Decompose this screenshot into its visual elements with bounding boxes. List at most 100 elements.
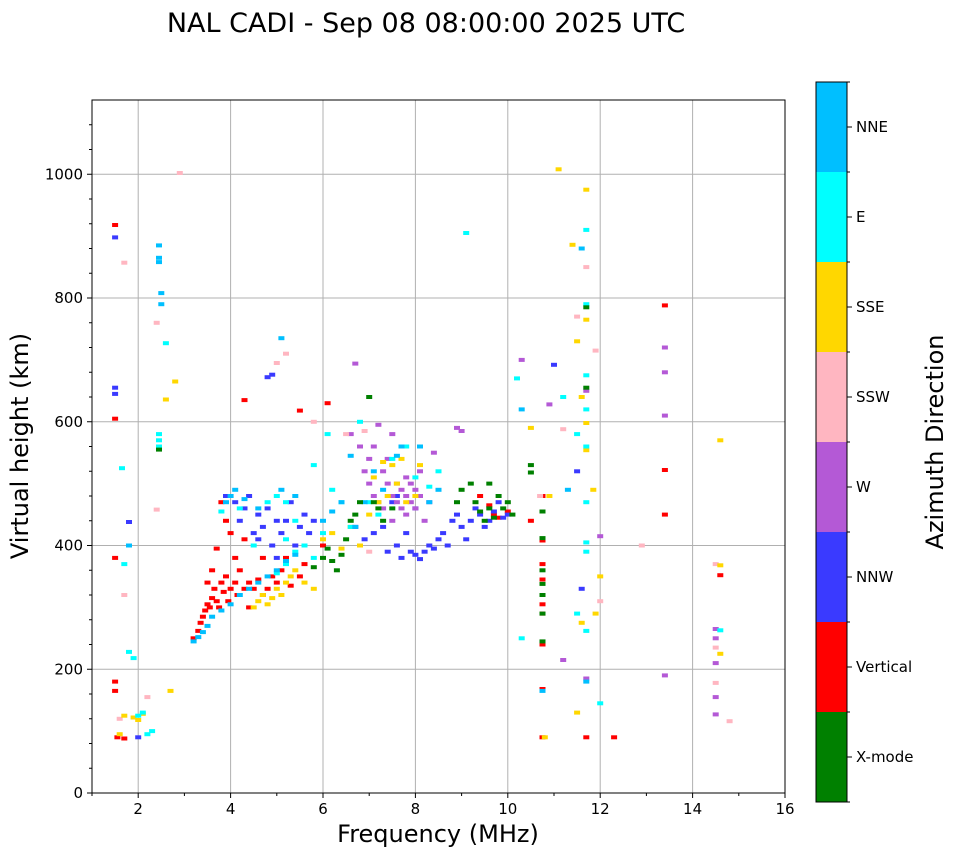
data-point xyxy=(712,627,719,631)
data-point xyxy=(343,537,350,542)
data-point xyxy=(232,555,239,560)
data-point xyxy=(583,385,590,390)
data-point xyxy=(486,503,493,508)
data-point xyxy=(583,421,590,425)
data-point xyxy=(638,543,645,548)
colorbar-tick-label: SSE xyxy=(856,298,885,316)
data-point xyxy=(539,581,546,586)
data-point xyxy=(380,487,387,492)
data-point xyxy=(583,448,590,453)
data-point xyxy=(393,481,400,486)
data-point xyxy=(661,303,668,308)
data-point xyxy=(726,719,733,724)
data-point xyxy=(463,231,470,235)
data-point xyxy=(597,701,604,706)
data-point xyxy=(223,500,229,505)
data-point xyxy=(112,385,119,390)
data-point xyxy=(546,494,553,498)
data-point xyxy=(227,494,234,498)
data-point xyxy=(283,559,289,563)
data-point xyxy=(269,372,276,377)
data-point xyxy=(375,500,382,505)
data-point xyxy=(583,500,590,505)
data-point xyxy=(539,577,546,582)
grid-lines xyxy=(92,100,786,794)
data-point xyxy=(333,568,340,573)
series-nnw xyxy=(112,235,585,740)
data-point xyxy=(114,735,121,740)
data-point xyxy=(426,500,433,505)
y-tick-label: 600 xyxy=(54,413,83,431)
plot-background xyxy=(92,100,785,793)
data-point xyxy=(112,391,119,396)
data-point xyxy=(430,546,437,551)
data-point xyxy=(338,500,345,505)
data-point xyxy=(481,518,488,523)
data-point xyxy=(481,524,488,529)
data-point xyxy=(357,419,363,424)
data-point xyxy=(389,506,396,511)
data-point xyxy=(156,444,162,449)
data-point xyxy=(370,500,377,505)
data-point xyxy=(486,518,493,523)
data-point xyxy=(310,555,317,560)
data-point xyxy=(329,559,336,563)
data-point xyxy=(712,695,719,700)
data-point xyxy=(211,586,218,591)
data-point xyxy=(361,469,368,474)
data-point xyxy=(592,611,599,616)
data-point xyxy=(393,543,400,548)
data-point xyxy=(296,408,303,413)
y-axis-label: Virtual height (km) xyxy=(6,333,34,559)
data-point xyxy=(398,506,405,511)
data-point xyxy=(269,574,276,579)
data-point xyxy=(403,512,410,517)
data-point xyxy=(539,593,546,597)
data-point xyxy=(583,735,590,740)
data-point xyxy=(717,563,724,568)
data-point xyxy=(278,487,285,492)
data-point xyxy=(213,546,220,551)
data-point xyxy=(352,524,359,529)
data-point xyxy=(370,531,377,536)
data-point xyxy=(403,531,410,536)
data-point xyxy=(264,506,271,511)
data-point xyxy=(426,543,433,548)
data-point xyxy=(236,593,243,597)
data-point xyxy=(539,688,546,693)
data-point xyxy=(255,577,262,582)
data-point xyxy=(329,531,336,536)
data-point xyxy=(583,679,590,684)
data-point xyxy=(539,602,546,607)
data-point xyxy=(389,456,396,461)
data-point xyxy=(112,679,119,684)
data-point xyxy=(121,736,128,741)
data-point xyxy=(176,171,183,175)
data-point xyxy=(366,500,373,505)
data-point xyxy=(112,223,119,227)
data-point xyxy=(209,568,216,573)
data-point xyxy=(292,568,299,573)
data-point xyxy=(393,494,400,498)
data-point xyxy=(195,628,202,633)
data-point xyxy=(352,512,359,517)
data-point xyxy=(500,506,507,511)
y-tick-label: 200 xyxy=(54,660,83,678)
data-point xyxy=(264,375,271,380)
data-point xyxy=(162,341,169,346)
data-point xyxy=(504,509,511,514)
data-point xyxy=(278,336,285,341)
data-point xyxy=(347,432,354,437)
x-tick-label: 12 xyxy=(591,800,610,818)
data-point xyxy=(712,680,719,685)
data-point xyxy=(417,444,423,449)
data-point xyxy=(583,373,590,378)
data-point xyxy=(301,543,308,548)
data-point xyxy=(139,710,146,715)
data-point xyxy=(156,255,162,260)
data-point xyxy=(504,500,511,505)
data-point xyxy=(156,447,162,452)
colorbar-tick-label: NNE xyxy=(856,118,888,136)
data-point xyxy=(398,456,405,461)
